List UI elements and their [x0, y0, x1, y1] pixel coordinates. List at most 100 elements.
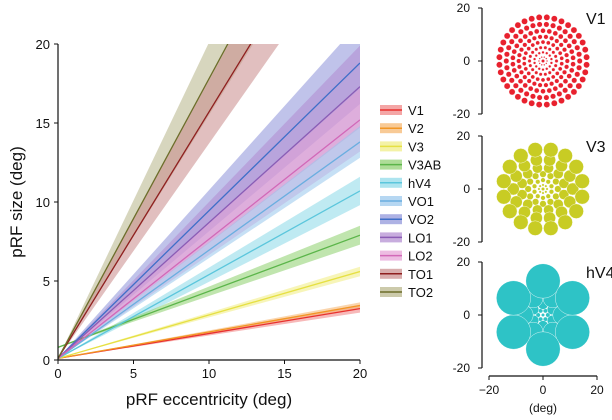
legend-label-lo1: LO1	[408, 230, 433, 245]
prf-circle	[533, 57, 537, 61]
prf-circle	[570, 88, 578, 96]
prf-circle	[571, 38, 578, 45]
prf-circle	[564, 64, 570, 70]
prf-circle	[570, 61, 576, 67]
prf-circle	[532, 172, 540, 180]
prf-circle	[552, 192, 560, 200]
prf-circle	[535, 193, 541, 199]
panel-y-tick-label: 0	[463, 308, 470, 322]
panel-x-label: (deg)	[529, 401, 557, 415]
prf-circle	[527, 85, 534, 92]
line-lo1	[58, 86, 360, 359]
prf-circle	[496, 280, 531, 316]
prf-circle	[543, 63, 546, 66]
prf-circle	[546, 40, 551, 46]
panel-title: V1	[586, 11, 606, 28]
prf-circle	[533, 28, 540, 35]
prf-circle	[546, 172, 554, 180]
prf-circle	[518, 47, 524, 53]
legend-label-hv4: hV4	[408, 176, 431, 191]
prf-circle	[533, 87, 540, 94]
line-vo1	[58, 141, 360, 359]
prf-circle	[543, 82, 549, 88]
prf-circle	[550, 93, 556, 100]
prf-circle	[579, 39, 586, 46]
legend-label-to1: TO1	[408, 267, 433, 282]
prf-circle	[502, 159, 518, 175]
prf-circle	[543, 56, 546, 59]
prf-circle	[526, 192, 534, 200]
line-vo2	[58, 62, 360, 359]
prf-circle	[549, 61, 553, 65]
prf-circle	[540, 88, 546, 94]
prf-circle	[541, 313, 545, 317]
prf-circle	[532, 183, 538, 189]
fit-lines	[58, 44, 360, 360]
prf-circle	[559, 56, 564, 61]
prf-circle	[564, 52, 570, 58]
band-lo1	[58, 45, 360, 359]
prf-circle	[569, 48, 575, 55]
panel-hv4: 20 0 -20 hV4 −20 0 20	[453, 255, 612, 397]
prf-circle	[568, 159, 584, 175]
band-to1	[58, 44, 279, 359]
prf-circle	[517, 87, 524, 94]
prf-circle	[554, 78, 560, 84]
prf-circle	[551, 50, 556, 55]
y-axis-label: pRF size (deg)	[7, 146, 26, 257]
prf-circle	[514, 21, 522, 29]
y-tick-label: 0	[43, 353, 50, 368]
prf-circle	[524, 185, 532, 193]
prf-circle	[513, 214, 529, 230]
prf-circle	[564, 93, 572, 101]
prf-circle	[505, 44, 512, 51]
prf-circle	[550, 99, 558, 107]
prf-circle	[556, 25, 563, 32]
prf-circle	[530, 93, 536, 100]
prf-circle	[550, 22, 556, 29]
prf-circle	[543, 34, 549, 40]
prf-circle	[562, 28, 569, 35]
prf-circle	[510, 55, 516, 61]
prf-circle	[540, 28, 546, 34]
prf-circle	[523, 50, 529, 56]
panel-v3: 20 0 -20 V3	[453, 129, 606, 249]
prf-circle	[527, 142, 543, 158]
prf-circle	[552, 30, 559, 37]
prf-circle	[562, 69, 568, 75]
prf-circle	[546, 87, 553, 94]
prf-circle	[540, 195, 546, 201]
prf-circle	[550, 74, 556, 80]
prf-circle	[545, 193, 551, 199]
prf-circle	[537, 187, 541, 191]
panel-y-tick-label: -20	[453, 235, 471, 249]
prf-circle	[559, 61, 564, 66]
prf-circle	[545, 67, 549, 71]
prf-circle	[546, 76, 551, 82]
y-tick-label: 15	[36, 116, 50, 131]
prf-circle	[513, 148, 529, 164]
prf-circle	[514, 43, 520, 49]
prf-circle	[562, 38, 569, 44]
prf-circle	[503, 82, 511, 90]
prf-circle	[539, 170, 547, 178]
prf-circle	[537, 34, 543, 40]
prf-circle	[574, 173, 590, 189]
prf-circle	[503, 51, 510, 58]
prf-circle	[550, 15, 558, 23]
prf-circle	[510, 61, 516, 67]
panel-title: hV4	[586, 265, 612, 282]
prf-circle	[547, 70, 552, 75]
prf-circle	[574, 189, 590, 205]
x-tick-label: 0	[54, 366, 61, 381]
prf-circle	[514, 73, 520, 79]
prf-circle	[544, 190, 548, 194]
prf-circle	[517, 78, 524, 84]
prf-circle	[517, 38, 524, 44]
prf-circle	[527, 220, 543, 236]
prf-circle	[555, 46, 560, 51]
prf-circle	[545, 51, 549, 55]
panel-x-tick-label: −20	[479, 383, 500, 397]
prf-circle	[555, 280, 590, 316]
prf-circle	[511, 67, 517, 74]
